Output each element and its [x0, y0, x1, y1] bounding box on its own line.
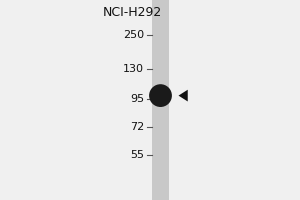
Bar [152, 0, 169, 200]
Polygon shape [178, 90, 188, 101]
Text: NCI-H292: NCI-H292 [102, 5, 162, 19]
Text: 55: 55 [130, 150, 144, 160]
Ellipse shape [149, 84, 172, 107]
Text: 95: 95 [130, 94, 144, 104]
Text: 250: 250 [123, 30, 144, 40]
Text: 130: 130 [123, 64, 144, 74]
Text: 72: 72 [130, 122, 144, 132]
